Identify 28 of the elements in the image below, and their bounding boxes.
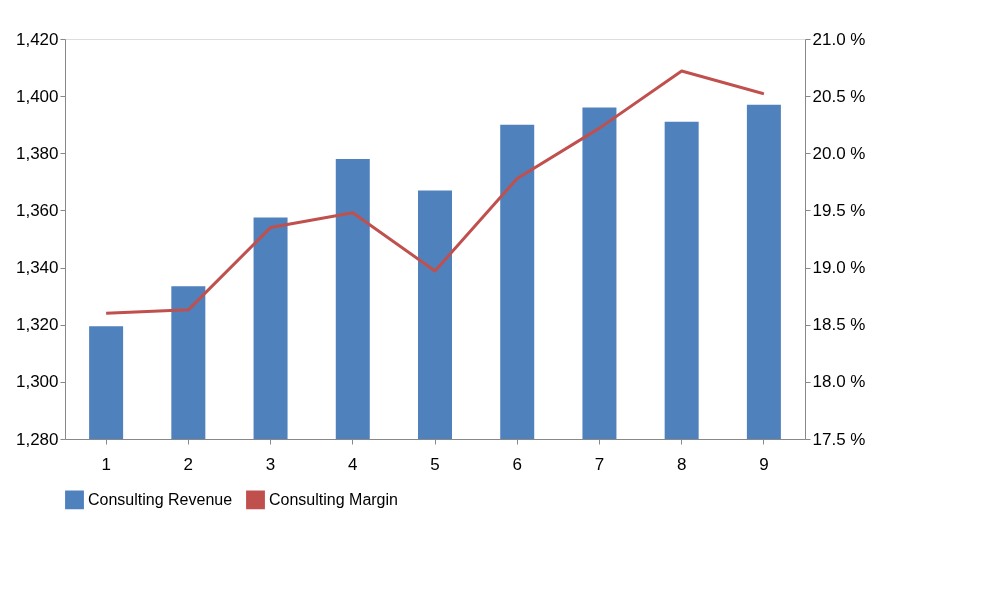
y2-tick-label: 18.5 % (812, 315, 866, 335)
y2-tick-label: 18.0 % (812, 372, 866, 392)
legend-label: Consulting Revenue (88, 490, 233, 508)
y2-tick-label: 20.0 % (812, 143, 866, 163)
y-tick-label: 1,300 (15, 372, 59, 392)
y2-tick-label: 21.0 % (812, 29, 866, 49)
x-tick-label: 9 (759, 454, 769, 474)
x-tick-label: 5 (430, 454, 440, 474)
y2-tick-label: 17.5 % (812, 429, 866, 449)
y-tick-label: 1,420 (15, 29, 59, 49)
y-tick-label: 1,400 (15, 86, 59, 106)
x-tick-label: 4 (348, 454, 358, 474)
x-tick-label: 6 (512, 454, 522, 474)
y-tick-label: 1,280 (15, 429, 59, 449)
x-tick-label: 2 (183, 454, 194, 474)
x-tick-label: 8 (676, 454, 687, 474)
y2-tick-label: 19.0 % (812, 258, 866, 278)
y-tick-label: 1,340 (15, 258, 59, 278)
y2-tick-label: 20.5 % (812, 86, 866, 106)
legend-label: Consulting Margin (269, 490, 398, 508)
x-tick-label: 1 (101, 454, 111, 474)
y-tick-label: 1,320 (15, 315, 59, 335)
y-tick-label: 1,360 (15, 200, 59, 220)
line-series (104, 69, 766, 315)
x-tick-label: 7 (594, 454, 605, 474)
y-tick-label: 1,380 (15, 143, 59, 163)
y2-tick-label: 19.5 % (812, 200, 866, 220)
x-tick-label: 3 (265, 454, 276, 474)
